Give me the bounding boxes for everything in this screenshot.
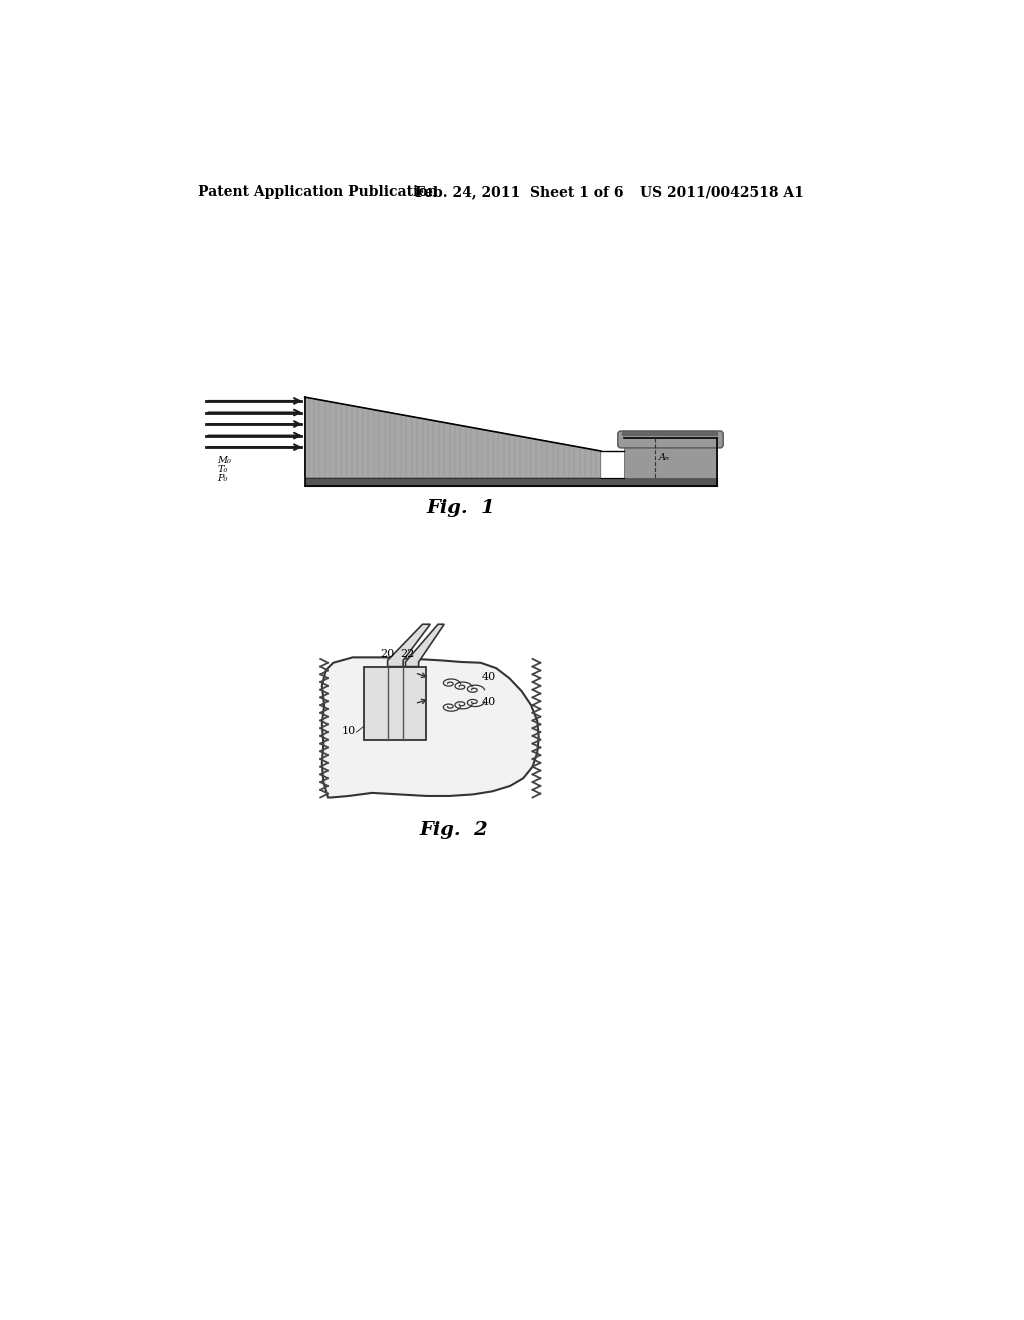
- Text: Fig.  1: Fig. 1: [427, 499, 496, 516]
- FancyBboxPatch shape: [617, 430, 723, 447]
- Text: 40: 40: [481, 697, 496, 708]
- Polygon shape: [388, 624, 430, 667]
- Text: Aₙ: Aₙ: [658, 453, 670, 462]
- Text: Patent Application Publication: Patent Application Publication: [198, 185, 437, 199]
- Text: 10: 10: [342, 726, 356, 737]
- Polygon shape: [624, 442, 717, 478]
- Polygon shape: [623, 430, 717, 434]
- Text: T₀: T₀: [217, 465, 227, 474]
- Bar: [365, 667, 426, 739]
- Text: Fig.  2: Fig. 2: [419, 821, 487, 838]
- Polygon shape: [305, 478, 717, 486]
- Text: 22: 22: [400, 649, 414, 660]
- Polygon shape: [305, 397, 601, 478]
- Text: 20: 20: [381, 649, 394, 660]
- Polygon shape: [322, 657, 539, 797]
- Text: 40: 40: [481, 672, 496, 681]
- Text: Feb. 24, 2011  Sheet 1 of 6: Feb. 24, 2011 Sheet 1 of 6: [415, 185, 624, 199]
- Polygon shape: [406, 624, 444, 667]
- Text: M₀: M₀: [217, 455, 231, 465]
- Text: US 2011/0042518 A1: US 2011/0042518 A1: [640, 185, 804, 199]
- Text: P₀: P₀: [217, 474, 227, 483]
